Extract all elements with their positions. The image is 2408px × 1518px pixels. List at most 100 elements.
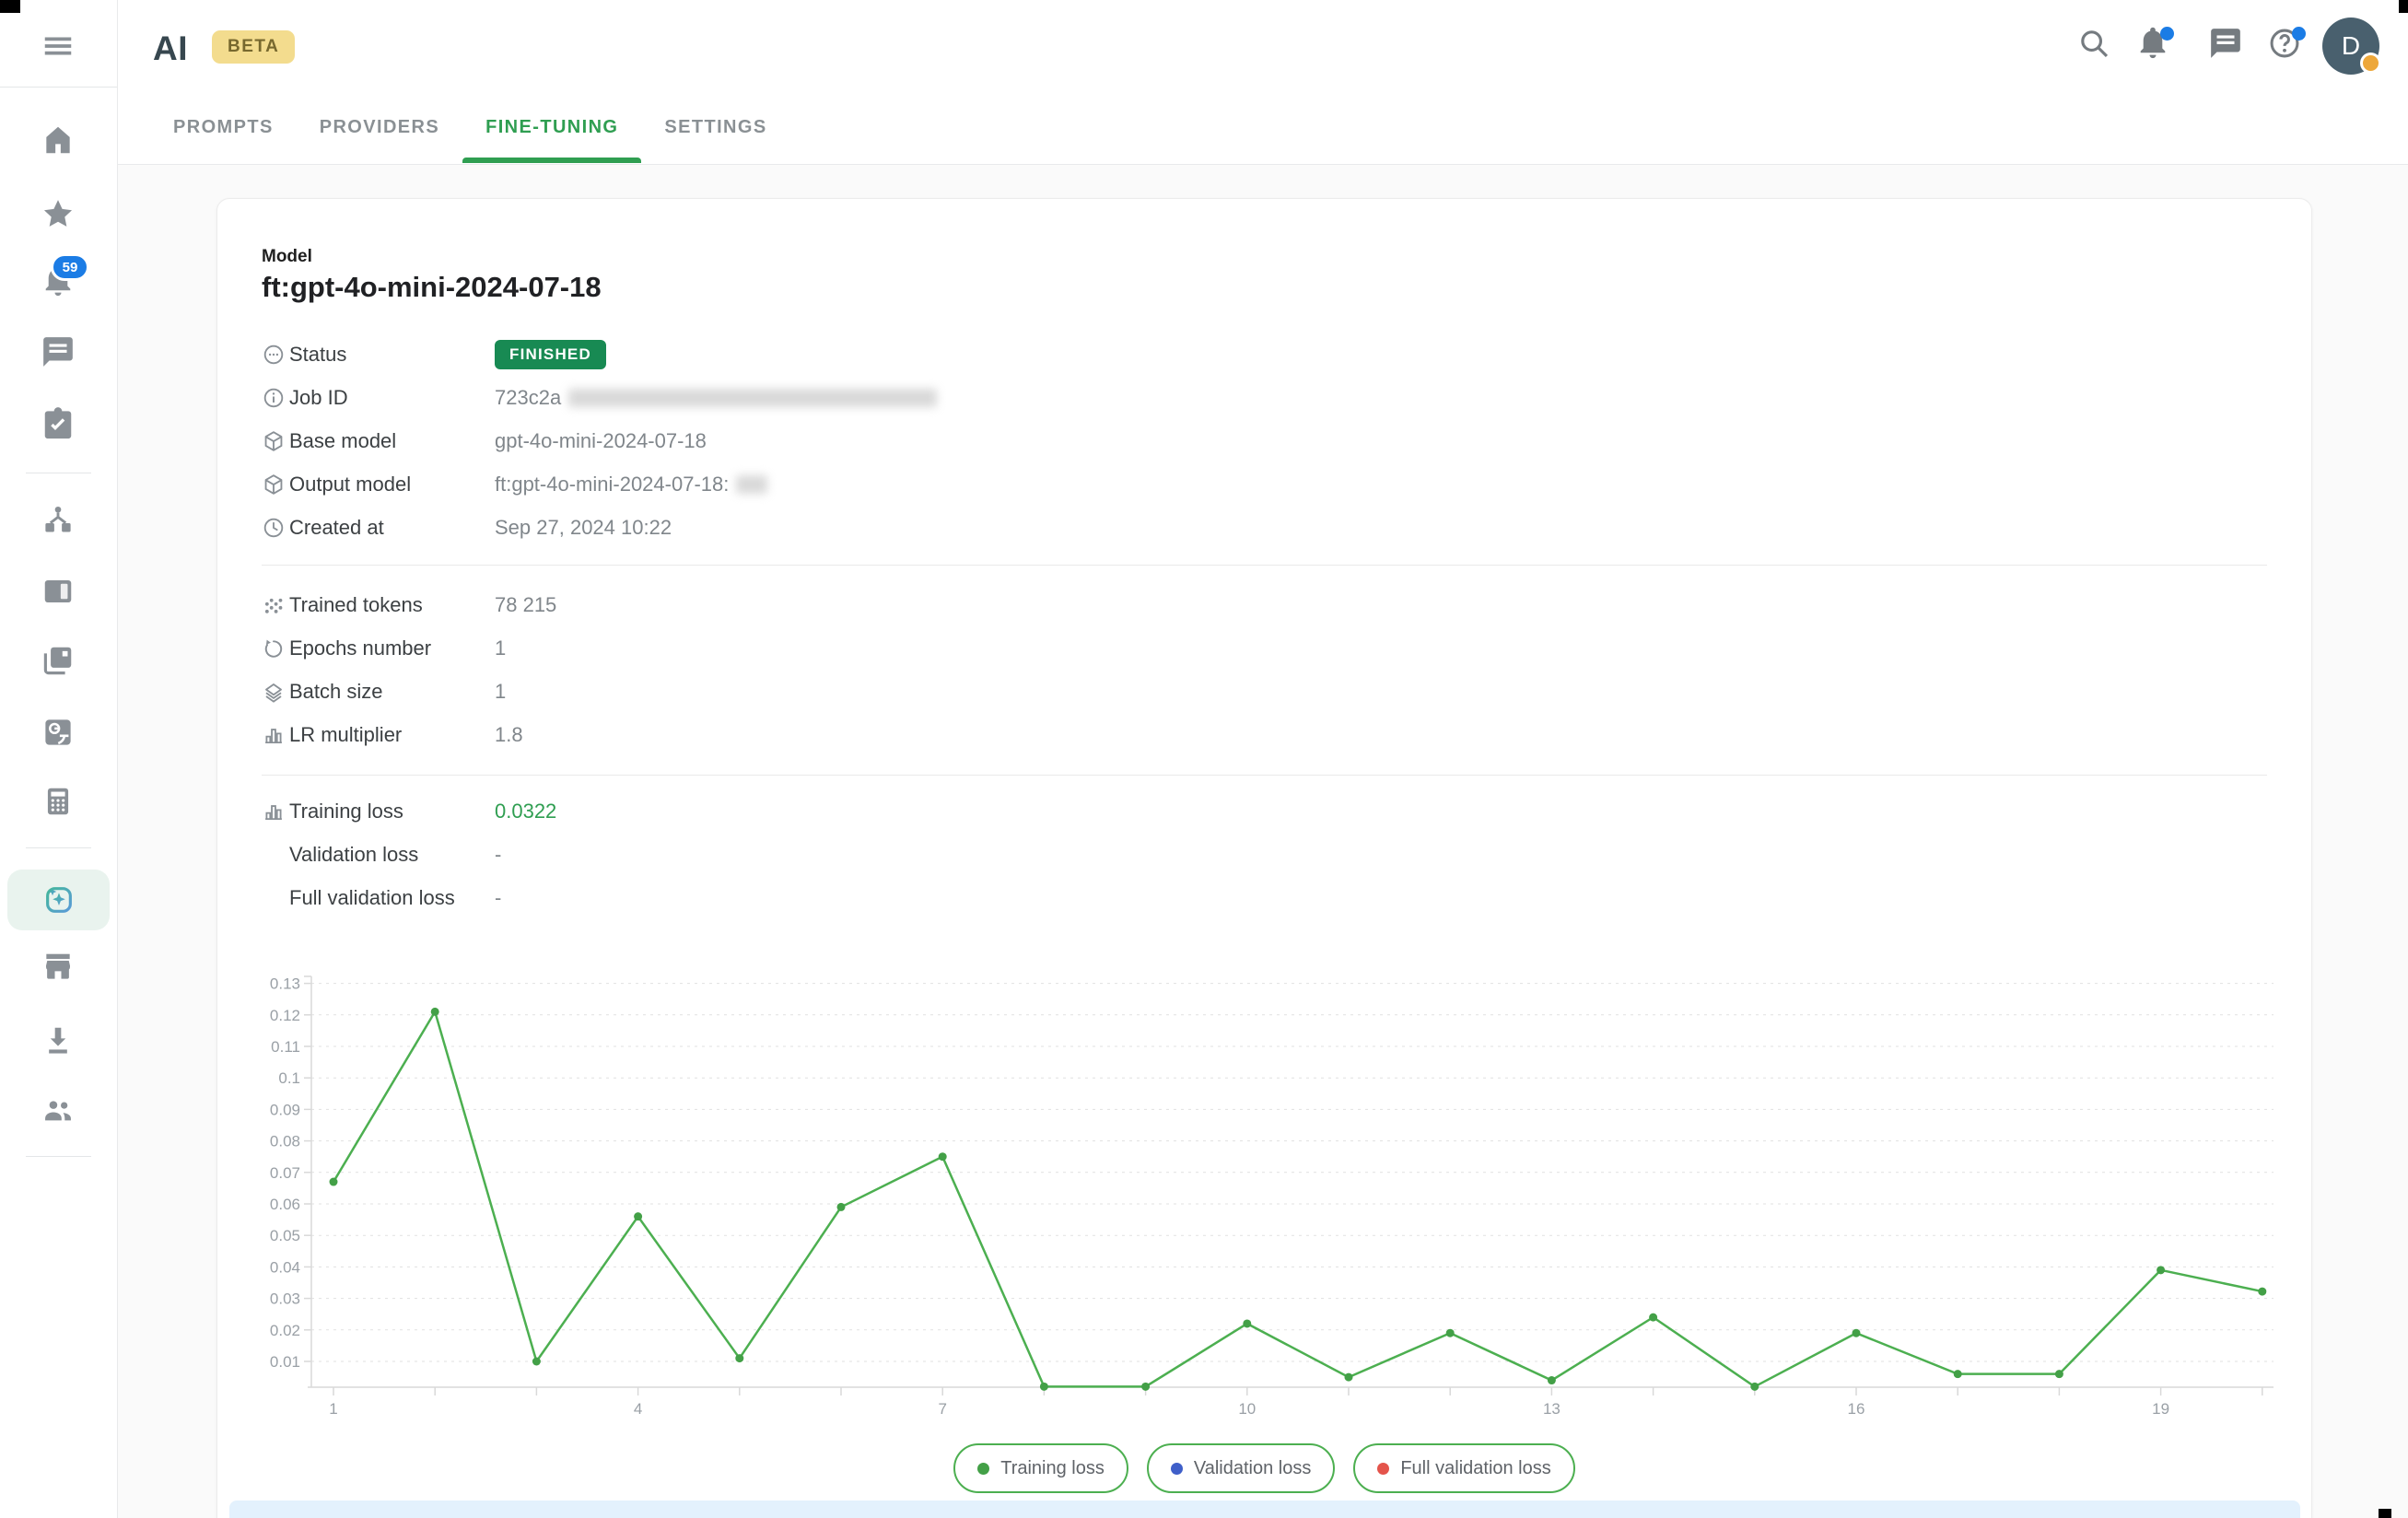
param-row: Batch size 1 xyxy=(262,670,2267,713)
svg-text:0.12: 0.12 xyxy=(270,1007,300,1024)
chat-icon xyxy=(43,337,73,367)
svg-text:0.01: 0.01 xyxy=(270,1353,300,1371)
sidebar-divider xyxy=(0,87,117,88)
svg-text:0.13: 0.13 xyxy=(270,975,300,993)
detail-row: Created at Sep 27, 2024 10:22 xyxy=(262,506,2267,549)
status-icon xyxy=(263,344,284,364)
row-value: - xyxy=(495,885,502,909)
help-button[interactable] xyxy=(2264,24,2306,64)
sidebar-item-store[interactable] xyxy=(38,946,78,987)
svg-text:1: 1 xyxy=(329,1400,337,1418)
redacted-text xyxy=(736,474,768,494)
model-details: Status FINISHED Job ID 723c2a Base model gpt-… xyxy=(262,333,2267,549)
sidebar: 59 xyxy=(0,0,118,1518)
row-label: Created at xyxy=(289,515,384,539)
data-point xyxy=(1445,1328,1455,1337)
row-label: Validation loss xyxy=(289,842,419,866)
calculator-icon xyxy=(47,788,69,815)
row-label: Output model xyxy=(289,472,412,496)
row-value: 723c2a xyxy=(495,386,938,410)
avatar[interactable]: D xyxy=(2322,18,2381,75)
row-value: 78 215 xyxy=(495,592,557,616)
row-value: 1.8 xyxy=(495,722,523,746)
loss-chart-svg[interactable]: 0.01 0.02 0.03 0.04 0.05 0.06 0.07 0.08 0.09 0.1 0… xyxy=(256,971,2274,1422)
legend-chip-validation-loss[interactable]: Validation loss xyxy=(1146,1443,1336,1493)
grain-icon xyxy=(264,598,283,613)
svg-text:0.04: 0.04 xyxy=(270,1258,300,1276)
chat-button[interactable] xyxy=(2205,24,2246,64)
sidebar-item-notifications[interactable]: 59 xyxy=(38,253,89,301)
training-params: Trained tokens 78 215 Epochs number 1 Batch … xyxy=(262,583,2267,756)
tab-providers[interactable]: PROVIDERS xyxy=(319,117,440,137)
data-point xyxy=(430,1007,439,1016)
svg-text:4: 4 xyxy=(634,1400,642,1418)
data-point xyxy=(2157,1266,2166,1275)
none-icon xyxy=(262,843,286,867)
chart-legend: Training loss Validation loss Full validat… xyxy=(217,1443,2311,1493)
sidebar-item-people[interactable] xyxy=(38,1090,78,1130)
svg-text:16: 16 xyxy=(1848,1400,1865,1418)
star-icon xyxy=(43,200,73,227)
topbar: AI BETA D PROMPTS PROVIDERS FINE-TUNING SET… xyxy=(117,0,2408,165)
layers-icon xyxy=(265,683,282,703)
none-icon xyxy=(262,886,286,910)
notifications-button[interactable] xyxy=(2133,24,2174,64)
sidebar-item-home[interactable] xyxy=(38,120,78,160)
data-point xyxy=(735,1354,744,1363)
data-point xyxy=(1750,1382,1759,1391)
param-row: Trained tokens 78 215 xyxy=(262,583,2267,626)
sidebar-item-chat[interactable] xyxy=(38,332,78,372)
sidebar-item-calculator[interactable] xyxy=(38,781,78,822)
loss-chart[interactable]: 0.01 0.02 0.03 0.04 0.05 0.06 0.07 0.08 0.09 0.1 0… xyxy=(256,971,2274,1422)
notification-dot xyxy=(2292,27,2306,41)
data-point xyxy=(532,1357,541,1366)
svg-text:13: 13 xyxy=(1543,1400,1561,1418)
menu-button[interactable] xyxy=(38,26,78,66)
notification-count-badge: 59 xyxy=(51,253,89,281)
row-value: FINISHED xyxy=(495,339,606,369)
sidebar-item-star[interactable] xyxy=(38,193,78,234)
tab-prompts[interactable]: PROMPTS xyxy=(173,117,274,137)
data-point xyxy=(1344,1372,1353,1382)
tab-settings[interactable]: SETTINGS xyxy=(664,117,767,137)
svg-text:0.03: 0.03 xyxy=(270,1290,300,1308)
sidebar-item-pages[interactable] xyxy=(38,640,78,681)
data-point xyxy=(938,1152,947,1162)
row-value: gpt-4o-mini-2024-07-18 xyxy=(495,428,707,452)
loss-row: Validation loss - xyxy=(262,833,2267,876)
row-label: Job ID xyxy=(289,385,348,409)
section-divider xyxy=(262,775,2267,776)
legend-dot xyxy=(977,1462,990,1475)
legend-chip-training-loss[interactable]: Training loss xyxy=(953,1443,1128,1493)
sidebar-item-downloads[interactable] xyxy=(38,1020,78,1060)
screen-corner-artifact xyxy=(0,0,20,13)
main-content: Model ft:gpt-4o-mini-2024-07-18 Status FI… xyxy=(117,164,2408,1518)
row-label: Batch size xyxy=(289,679,383,703)
package-icon xyxy=(264,430,283,451)
legend-chip-full-validation-loss[interactable]: Full validation loss xyxy=(1353,1443,1575,1493)
model-title: ft:gpt-4o-mini-2024-07-18 xyxy=(262,271,602,303)
redacted-text xyxy=(568,388,938,407)
row-label: Epochs number xyxy=(289,636,432,660)
row-label: Base model xyxy=(289,428,397,452)
sidebar-item-tasks[interactable] xyxy=(38,403,78,444)
info-bar xyxy=(229,1500,2300,1518)
svg-text:10: 10 xyxy=(1238,1400,1256,1418)
hamburger-icon xyxy=(44,37,72,55)
sidebar-item-ai-tools[interactable] xyxy=(7,870,110,930)
sidebar-item-workflow[interactable] xyxy=(38,500,78,541)
sidebar-item-sidepanel[interactable] xyxy=(38,571,78,612)
detail-row: Job ID 723c2a xyxy=(262,376,2267,419)
row-label: LR multiplier xyxy=(289,722,403,746)
screen-corner-artifact xyxy=(2379,1509,2391,1518)
svg-text:0.08: 0.08 xyxy=(270,1133,300,1150)
data-point xyxy=(634,1212,643,1221)
help-icon xyxy=(2270,29,2299,57)
search-button[interactable] xyxy=(2074,24,2114,64)
detail-row: Base model gpt-4o-mini-2024-07-18 xyxy=(262,419,2267,462)
package-icon xyxy=(264,473,283,495)
sidebar-item-translate[interactable] xyxy=(38,712,78,753)
tab-fine-tuning[interactable]: FINE-TUNING xyxy=(462,92,642,163)
row-label: Status xyxy=(289,342,347,366)
